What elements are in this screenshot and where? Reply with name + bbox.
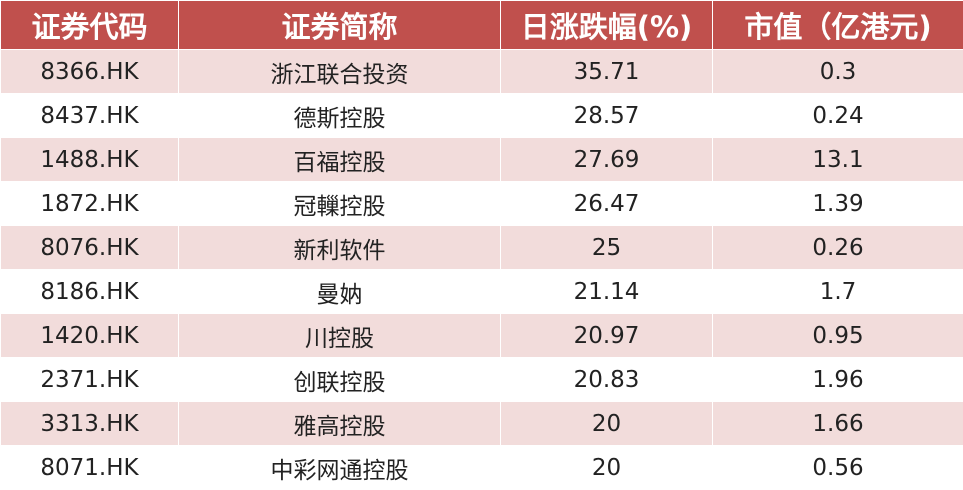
table-cell: 中彩网通控股 — [178, 445, 501, 490]
table-cell: 1.96 — [712, 357, 963, 402]
table-cell: 创联控股 — [178, 357, 501, 402]
table-cell: 雅高控股 — [178, 401, 501, 446]
table-cell: 20.97 — [500, 313, 713, 358]
table-cell: 20 — [500, 401, 713, 446]
table-cell: 1420.HK — [0, 313, 179, 358]
table-cell: 0.3 — [712, 49, 963, 94]
table-cell: 德斯控股 — [178, 93, 501, 138]
table-cell: 8437.HK — [0, 93, 179, 138]
table-cell: 25 — [500, 225, 713, 270]
header-cell: 日涨跌幅(%) — [500, 0, 713, 50]
table-cell: 8071.HK — [0, 445, 179, 490]
table-row: 8076.HK 新利软件 25 0.26 — [0, 225, 963, 270]
table-cell: 浙江联合投资 — [178, 49, 501, 94]
header-cell: 证券简称 — [178, 0, 501, 50]
table-cell: 20.83 — [500, 357, 713, 402]
table-cell: 1488.HK — [0, 137, 179, 182]
table-cell: 35.71 — [500, 49, 713, 94]
table-cell: 13.1 — [712, 137, 963, 182]
table-cell: 2371.HK — [0, 357, 179, 402]
table-cell: 1.66 — [712, 401, 963, 446]
table-cell: 冠轈控股 — [178, 181, 501, 226]
table-cell: 0.26 — [712, 225, 963, 270]
table-cell: 1872.HK — [0, 181, 179, 226]
table-cell: 27.69 — [500, 137, 713, 182]
table-cell: 0.56 — [712, 445, 963, 490]
table-row: 2371.HK 创联控股 20.83 1.96 — [0, 357, 963, 402]
table-cell: 百福控股 — [178, 137, 501, 182]
table-row: 1872.HK 冠轈控股 26.47 1.39 — [0, 181, 963, 226]
table-cell: 20 — [500, 445, 713, 490]
table-row: 8366.HK 浙江联合投资 35.71 0.3 — [0, 49, 963, 94]
table-cell: 1.7 — [712, 269, 963, 314]
table-body: 8366.HK 浙江联合投资 35.71 0.3 8437.HK 德斯控股 28.57 0.2… — [0, 49, 963, 490]
table-row: 1420.HK 川控股 20.97 0.95 — [0, 313, 963, 358]
header-cell: 市值（亿港元) — [712, 0, 963, 50]
header-cell: 证券代码 — [0, 0, 179, 50]
table-cell: 21.14 — [500, 269, 713, 314]
table-row: 3313.HK 雅高控股 20 1.66 — [0, 401, 963, 446]
table-row: 8437.HK 德斯控股 28.57 0.24 — [0, 93, 963, 138]
table-cell: 26.47 — [500, 181, 713, 226]
table-cell: 8186.HK — [0, 269, 179, 314]
table-cell: 川控股 — [178, 313, 501, 358]
table-cell: 8076.HK — [0, 225, 179, 270]
table-row: 8071.HK 中彩网通控股 20 0.56 — [0, 445, 963, 490]
table-row: 1488.HK 百福控股 27.69 13.1 — [0, 137, 963, 182]
table-cell: 1.39 — [712, 181, 963, 226]
table-row: 8186.HK 曼妠 21.14 1.7 — [0, 269, 963, 314]
table-cell: 8366.HK — [0, 49, 179, 94]
header-row: 证券代码 证券简称 日涨跌幅(%) 市值（亿港元) — [0, 0, 963, 50]
table-cell: 28.57 — [500, 93, 713, 138]
table-cell: 0.24 — [712, 93, 963, 138]
table-cell: 曼妠 — [178, 269, 501, 314]
table-cell: 0.95 — [712, 313, 963, 358]
table-cell: 新利软件 — [178, 225, 501, 270]
table-cell: 3313.HK — [0, 401, 179, 446]
